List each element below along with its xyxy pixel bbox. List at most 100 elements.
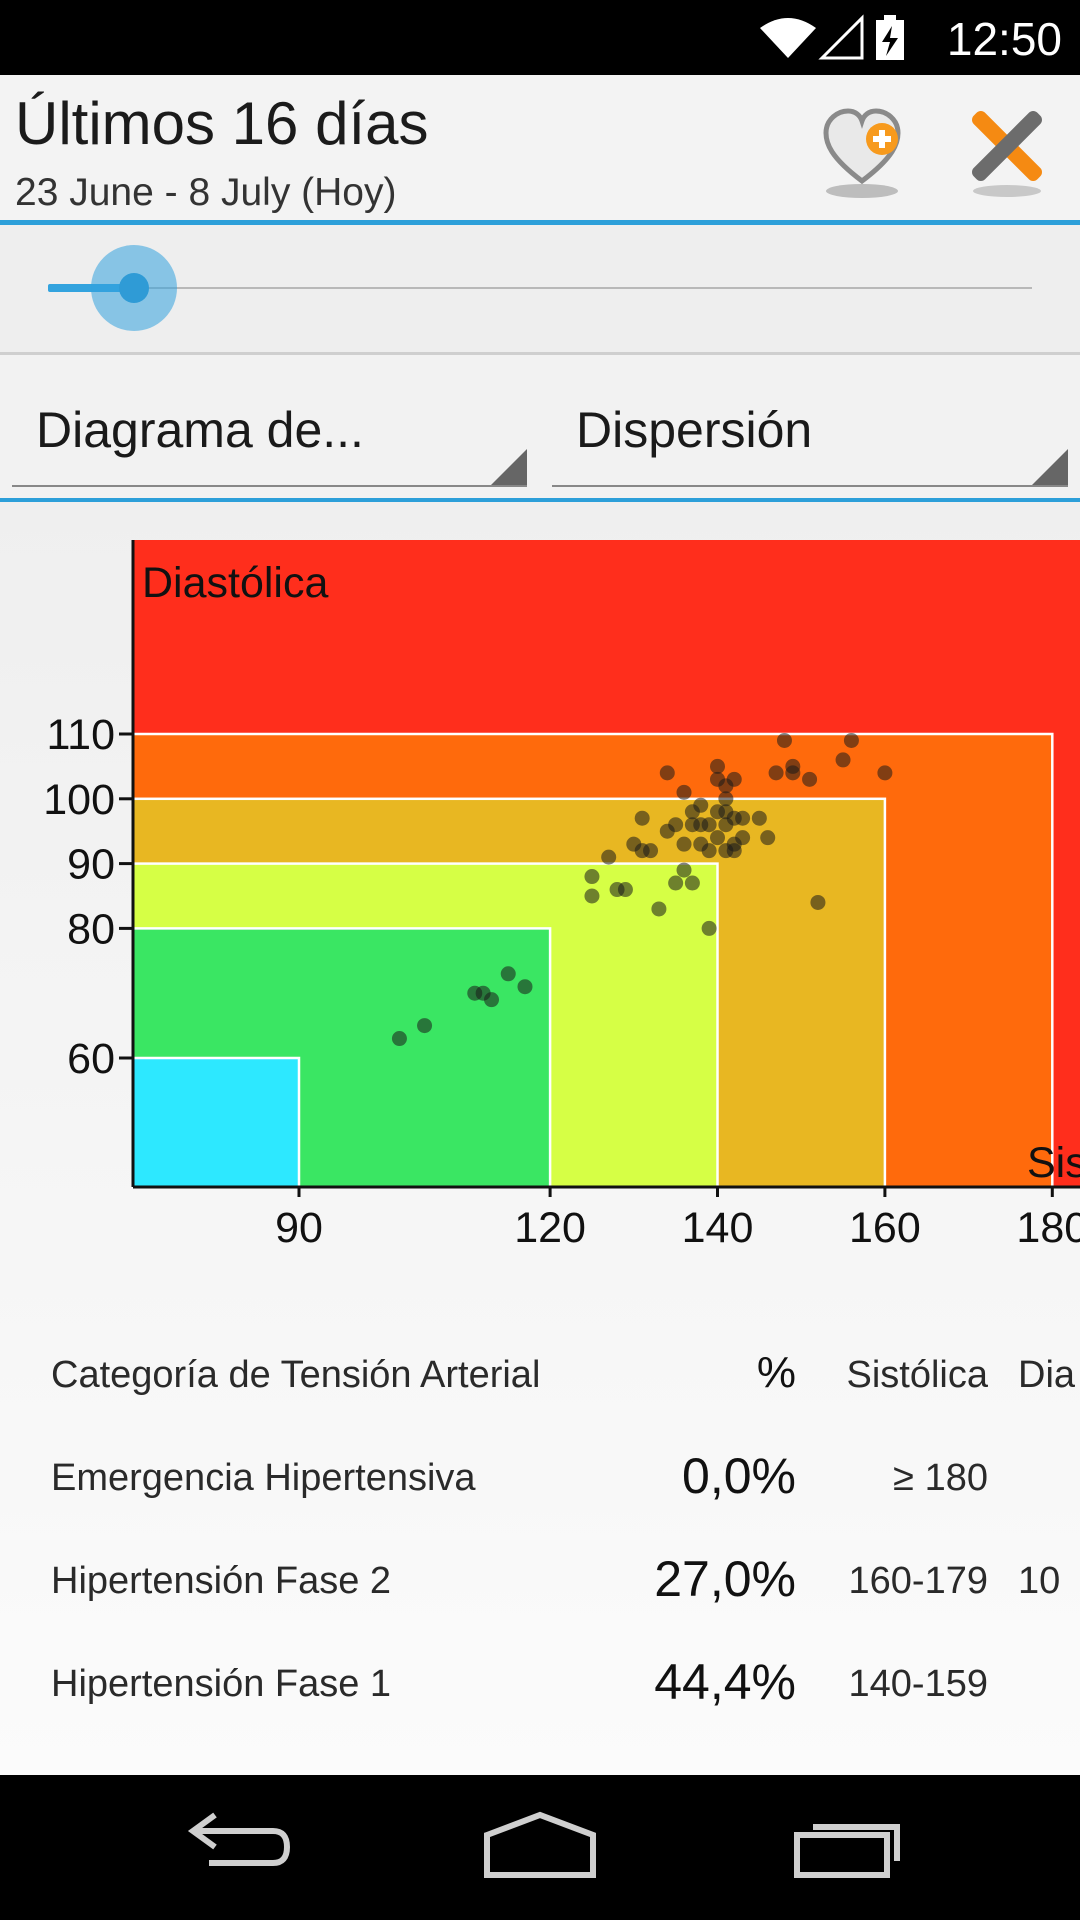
table-header: Categoría de Tensión Arterial % Sistólic… — [0, 1332, 1080, 1422]
data-point — [584, 869, 600, 885]
data-point — [676, 836, 692, 852]
row-percent: 44,4% — [654, 1654, 796, 1710]
table-row: Emergencia Hipertensiva 0,0% ≥ 180 — [0, 1435, 1080, 1525]
chart-type-value: Diagrama de... — [36, 402, 364, 458]
row-systolic: ≥ 180 — [893, 1457, 988, 1499]
data-point — [684, 875, 700, 891]
y-tick-label: 60 — [67, 1035, 115, 1083]
heart-add-icon — [823, 108, 901, 198]
plot-style-spinner[interactable]: Dispersión — [552, 355, 1068, 487]
data-point — [517, 979, 533, 995]
row-percent: 0,0% — [682, 1448, 796, 1504]
add-measurement-button[interactable] — [810, 95, 920, 205]
status-icons — [760, 14, 904, 60]
action-bar: Últimos 16 días 23 June - 8 July (Hoy) — [0, 75, 1080, 223]
x-tick-label: 120 — [514, 1204, 586, 1252]
y-tick-label: 100 — [43, 776, 115, 824]
spinner-arrow-icon — [491, 449, 527, 485]
data-point — [634, 810, 650, 826]
x-tick-label: 180 — [1016, 1204, 1080, 1252]
data-point — [676, 784, 692, 800]
zone-5 — [131, 1056, 301, 1189]
home-icon — [484, 1811, 596, 1878]
tools-icon — [972, 111, 1042, 197]
filter-spinners: Diagrama de... Dispersión — [0, 355, 1080, 498]
status-bar: 12:50 — [0, 0, 1080, 75]
header-percent: % — [756, 1348, 796, 1397]
data-point — [785, 758, 801, 774]
y-tick-label: 90 — [67, 841, 115, 889]
spinner-divider — [0, 498, 1080, 502]
data-point — [710, 758, 725, 774]
data-point — [500, 966, 516, 982]
row-category: Emergencia Hipertensiva — [51, 1457, 476, 1499]
data-point — [584, 888, 600, 904]
y-tick-label: 110 — [46, 711, 115, 759]
data-point — [601, 849, 617, 865]
data-point — [751, 810, 767, 826]
back-button[interactable] — [175, 1805, 305, 1885]
x-axis-label: Sis — [1027, 1139, 1080, 1187]
blood-pressure-scatter-chart: 60 80 90 100 110 90 120 140 160 180 Diastólica Sis — [43, 540, 1080, 1252]
data-point — [391, 1031, 407, 1047]
table-row: Hipertensión Fase 2 27,0% 160-179 10 — [0, 1538, 1080, 1628]
data-point — [810, 894, 826, 910]
home-button[interactable] — [475, 1805, 605, 1885]
data-point — [659, 765, 675, 781]
table-row: Hipertensión Fase 1 44,4% 140-159 — [0, 1641, 1080, 1731]
signal-icon — [818, 14, 864, 60]
period-slider[interactable] — [0, 225, 1080, 353]
spinner-underline — [12, 485, 527, 487]
page-title: Últimos 16 días — [15, 90, 429, 157]
date-range: 23 June - 8 July (Hoy) — [15, 171, 397, 214]
x-tick-label: 160 — [849, 1204, 921, 1252]
slider-track[interactable] — [48, 287, 1032, 289]
data-point — [676, 862, 692, 878]
y-tick-label: 80 — [67, 905, 115, 953]
data-point — [701, 817, 717, 833]
data-point — [718, 791, 734, 807]
y-axis-label: Diastólica — [142, 559, 328, 607]
data-point — [651, 901, 667, 917]
row-systolic: 160-179 — [848, 1560, 988, 1602]
x-tick-label: 90 — [275, 1204, 323, 1252]
recents-icon — [794, 1824, 900, 1878]
data-point — [643, 843, 659, 859]
data-point — [617, 882, 633, 898]
slider-thumb[interactable] — [118, 273, 149, 303]
x-tick-label: 140 — [682, 1204, 754, 1252]
row-percent: 27,0% — [654, 1551, 796, 1607]
row-systolic: 140-159 — [848, 1663, 988, 1705]
data-point — [776, 732, 792, 748]
row-category: Hipertensión Fase 2 — [51, 1560, 392, 1602]
tools-button[interactable] — [952, 95, 1062, 205]
chart-type-spinner[interactable]: Diagrama de... — [12, 355, 527, 487]
spinner-underline — [552, 485, 1068, 487]
data-point — [710, 830, 725, 846]
data-point — [701, 920, 717, 936]
row-category: Hipertensión Fase 1 — [51, 1663, 392, 1705]
row-diastolic: 10 — [1018, 1560, 1061, 1602]
data-point — [735, 830, 751, 846]
header-diastolic: Dia — [1018, 1354, 1076, 1396]
action-bar-divider — [0, 220, 1080, 225]
data-point — [726, 771, 742, 787]
data-point — [693, 797, 709, 813]
slider-divider — [0, 352, 1080, 355]
data-point — [835, 752, 851, 768]
plot-style-value: Dispersión — [576, 402, 813, 458]
battery-charging-icon — [876, 15, 904, 60]
data-point — [768, 765, 784, 781]
header-category: Categoría de Tensión Arterial — [51, 1354, 541, 1396]
content-area: 60 80 90 100 110 90 120 140 160 180 Diastólica Sis … — [0, 502, 1080, 1775]
recents-button[interactable] — [785, 1805, 915, 1885]
spinner-arrow-icon — [1032, 449, 1068, 485]
header-systolic: Sistólica — [846, 1354, 989, 1396]
data-point — [668, 817, 684, 833]
data-point — [877, 765, 893, 781]
data-point — [701, 843, 717, 859]
status-time: 12:50 — [946, 13, 1062, 65]
data-point — [760, 830, 776, 846]
data-point — [802, 771, 818, 787]
data-point — [735, 810, 751, 826]
